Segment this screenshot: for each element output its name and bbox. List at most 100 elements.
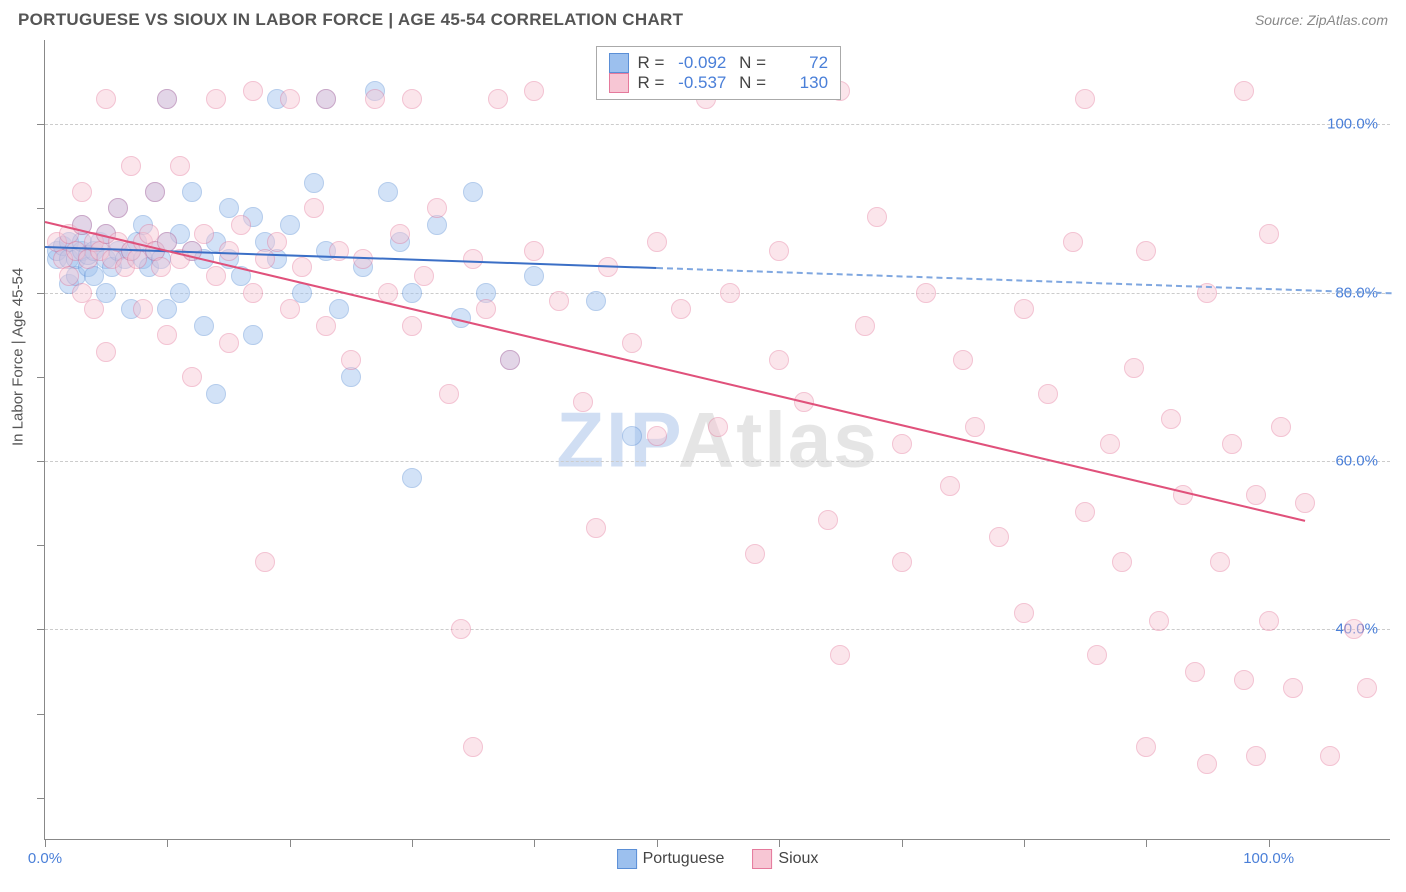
stats-row: R =-0.092 N =72 [609,53,828,73]
correlation-stats-legend: R =-0.092 N =72R =-0.537 N =130 [596,46,841,100]
scatter-point [280,299,300,319]
x-tick [902,839,903,847]
scatter-point [243,283,263,303]
y-tick [37,714,45,715]
legend-swatch [617,849,637,869]
scatter-point [1344,619,1364,639]
scatter-point [463,737,483,757]
scatter-point [194,316,214,336]
scatter-point [206,89,226,109]
y-tick [37,293,45,294]
scatter-point [108,198,128,218]
scatter-point [708,417,728,437]
scatter-point [830,645,850,665]
x-tick [45,839,46,847]
scatter-point [1100,434,1120,454]
correlation-scatter-chart: ZIPAtlas 0.0%100.0%40.0%60.0%80.0%100.0%… [44,40,1390,840]
scatter-point [243,325,263,345]
scatter-point [463,182,483,202]
scatter-point [390,224,410,244]
x-axis-label: 0.0% [28,850,62,867]
scatter-point [586,518,606,538]
legend-item: Portuguese [617,849,725,869]
scatter-point [1161,409,1181,429]
scatter-point [463,249,483,269]
regression-line [45,221,1306,522]
stats-n-value: 130 [774,73,828,93]
scatter-point [255,249,275,269]
legend-label: Portuguese [643,850,725,867]
y-tick [37,377,45,378]
scatter-point [855,316,875,336]
scatter-point [524,266,544,286]
scatter-point [671,299,691,319]
scatter-point [378,182,398,202]
y-tick [37,629,45,630]
legend-swatch [752,849,772,869]
scatter-point [1234,670,1254,690]
stats-r-label: R = [637,73,664,93]
scatter-point [1295,493,1315,513]
stats-row: R =-0.537 N =130 [609,73,828,93]
x-tick [657,839,658,847]
stats-r-value: -0.537 [672,73,726,93]
x-tick [290,839,291,847]
scatter-point [157,325,177,345]
scatter-point [304,173,324,193]
y-axis-label: 60.0% [1335,453,1378,470]
scatter-point [133,299,153,319]
y-tick [37,798,45,799]
scatter-point [292,257,312,277]
legend-label: Sioux [778,850,818,867]
scatter-point [647,232,667,252]
scatter-point [1063,232,1083,252]
scatter-point [96,89,116,109]
scatter-point [1246,746,1266,766]
scatter-point [151,257,171,277]
scatter-point [341,350,361,370]
scatter-point [194,224,214,244]
scatter-point [1014,299,1034,319]
scatter-point [402,89,422,109]
scatter-point [316,89,336,109]
scatter-point [1283,678,1303,698]
scatter-point [1038,384,1058,404]
stats-n-label: N = [734,53,766,73]
scatter-point [145,182,165,202]
scatter-point [892,434,912,454]
scatter-point [1075,502,1095,522]
scatter-point [622,333,642,353]
scatter-point [267,232,287,252]
scatter-point [96,283,116,303]
scatter-point [549,291,569,311]
x-tick [412,839,413,847]
scatter-point [231,215,251,235]
legend-item: Sioux [752,849,818,869]
scatter-point [720,283,740,303]
scatter-point [965,417,985,437]
regression-line [657,267,1391,294]
y-axis-title: In Labor Force | Age 45-54 [10,268,27,446]
gridline-h [45,461,1390,462]
x-tick [1024,839,1025,847]
scatter-point [170,156,190,176]
scatter-point [243,81,263,101]
stats-r-value: -0.092 [672,53,726,73]
scatter-point [989,527,1009,547]
scatter-point [1210,552,1230,572]
scatter-point [1259,611,1279,631]
scatter-point [1136,241,1156,261]
scatter-point [1112,552,1132,572]
scatter-point [916,283,936,303]
gridline-h [45,629,1390,630]
scatter-point [1197,754,1217,774]
x-axis-label: 100.0% [1243,850,1294,867]
scatter-point [1087,645,1107,665]
x-tick [167,839,168,847]
stats-r-label: R = [637,53,664,73]
scatter-point [157,89,177,109]
gridline-h [45,124,1390,125]
scatter-point [1320,746,1340,766]
scatter-point [1136,737,1156,757]
x-tick [1146,839,1147,847]
